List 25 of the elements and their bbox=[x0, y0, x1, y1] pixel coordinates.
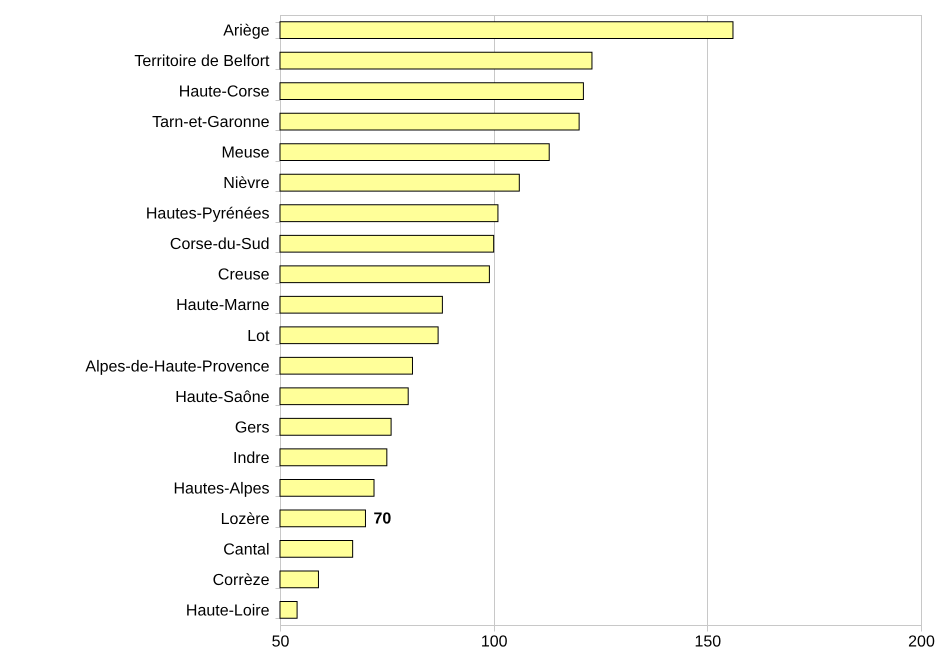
y-tick-label: Cantal bbox=[223, 541, 270, 558]
y-tick-label: Hautes-Alpes bbox=[173, 480, 270, 498]
y-tick-label: Hautes-Pyrénées bbox=[146, 206, 270, 223]
x-tick-label: 200 bbox=[908, 634, 935, 650]
data-label: 70 bbox=[373, 510, 392, 528]
x-tick-label: 50 bbox=[272, 634, 290, 650]
y-tick-label: Lot bbox=[247, 328, 270, 345]
y-tick-label: Territoire de Belfort bbox=[134, 53, 270, 70]
y-tick-label: Meuse bbox=[221, 144, 270, 162]
y-tick-label: Gers bbox=[234, 419, 270, 436]
x-tick-label: 100 bbox=[480, 634, 508, 650]
y-tick-label: Ariège bbox=[223, 22, 270, 40]
y-tick-label: Haute-Marne bbox=[176, 297, 270, 314]
y-tick-label: Haute-Saône bbox=[175, 388, 270, 406]
y-tick-label: Haute-Corse bbox=[178, 84, 270, 101]
y-tick-label: Lozère bbox=[220, 510, 270, 528]
y-tick-label: Corrèze bbox=[212, 572, 270, 589]
x-tick-label: 150 bbox=[694, 634, 722, 650]
y-tick-label: Tarn-et-Garonne bbox=[152, 114, 270, 132]
y-tick-label: Creuse bbox=[218, 266, 270, 284]
y-tick-label: Haute-Loire bbox=[186, 602, 270, 620]
y-tick-label: Indre bbox=[233, 450, 270, 467]
y-tick-label: Corse-du-Sud bbox=[170, 236, 270, 254]
y-tick-label: Nièvre bbox=[223, 175, 270, 192]
y-tick-label: Alpes-de-Haute-Provence bbox=[85, 358, 270, 376]
